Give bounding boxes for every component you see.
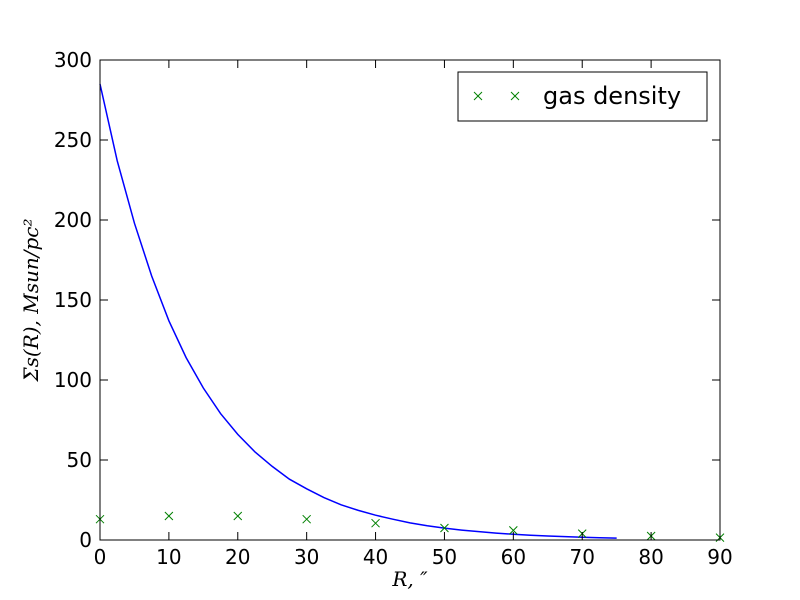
gas-density-point <box>233 511 243 521</box>
y-tick-label: 250 <box>54 128 92 152</box>
x-tick-label: 70 <box>569 545 594 569</box>
x-tick-label: 40 <box>363 545 388 569</box>
y-tick-label: 300 <box>54 48 92 72</box>
x-tick-label: 20 <box>225 545 250 569</box>
plot-background <box>100 60 720 540</box>
legend-box <box>457 71 708 122</box>
y-tick-label: 150 <box>54 288 92 312</box>
x-tick-label: 60 <box>501 545 526 569</box>
density-curve-layer <box>99 83 617 539</box>
y-tick-label: 50 <box>67 448 92 472</box>
plot-area <box>100 60 720 540</box>
y-tick-label: 0 <box>79 528 92 552</box>
gas-density-point <box>508 526 518 535</box>
legend-marker <box>510 91 520 101</box>
gas-density-point <box>440 523 449 533</box>
x-tick-label: 10 <box>156 545 181 569</box>
x-axis-label: R, ″ <box>391 567 428 591</box>
gas-density-point <box>302 514 312 524</box>
x-tick-label: 30 <box>294 545 319 569</box>
x-tick-label: 90 <box>707 545 732 569</box>
axes: 0 10 20 30 40 50 60 70 80 90 0 50 100 150 200 250 300 <box>54 48 733 569</box>
legend: gas density <box>457 71 708 122</box>
y-axis-label: Σs(R), Msun/pc² <box>19 218 43 382</box>
x-tick-label: 0 <box>94 545 107 569</box>
gas-density-point <box>164 511 174 521</box>
y-tick-label: 200 <box>54 208 92 232</box>
x-tick-label: 80 <box>638 545 663 569</box>
x-tick-label: 50 <box>432 545 457 569</box>
gas-density-point <box>371 518 380 528</box>
legend-marker <box>473 91 483 101</box>
legend-marker-gas-density <box>473 91 520 101</box>
density-curve <box>99 83 617 539</box>
y-tick-label: 100 <box>54 368 92 392</box>
legend-entry-gas-density: gas density <box>543 82 681 110</box>
